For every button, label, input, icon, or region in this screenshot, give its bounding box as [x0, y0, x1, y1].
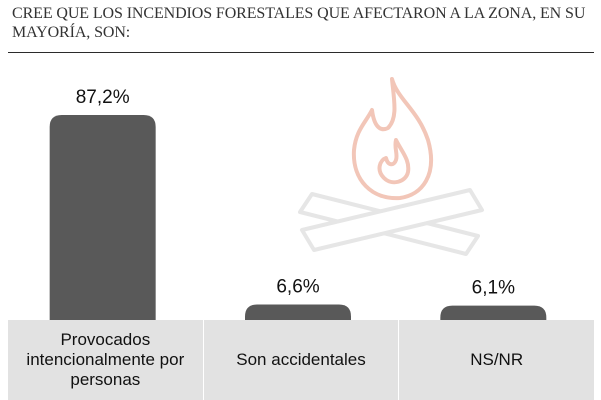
campfire-icon: [298, 77, 484, 256]
chart-title: CREE QUE LOS INCENDIOS FORESTALES QUE AF…: [12, 5, 586, 41]
title-divider: [8, 52, 594, 53]
flame-inner-icon: [377, 138, 411, 185]
flame-outer-icon: [351, 77, 434, 201]
data-label: 6,1%: [472, 278, 515, 299]
bar: [440, 305, 547, 320]
category-label: NS/NR: [470, 350, 524, 369]
data-labels-group: 87,2% 6,6% 6,1%: [76, 87, 515, 299]
bar: [49, 115, 156, 320]
bar: [245, 304, 351, 320]
crossed-logs-icon: [298, 188, 484, 256]
data-label: 6,6%: [276, 276, 319, 297]
category-band: Provocados intencionalmente por personas…: [8, 320, 594, 400]
category-label: Provocados intencionalmente por personas: [8, 320, 204, 400]
data-label: 87,2%: [76, 87, 130, 108]
category-label: Son accidentales: [204, 320, 400, 400]
bars-group: [49, 115, 547, 320]
